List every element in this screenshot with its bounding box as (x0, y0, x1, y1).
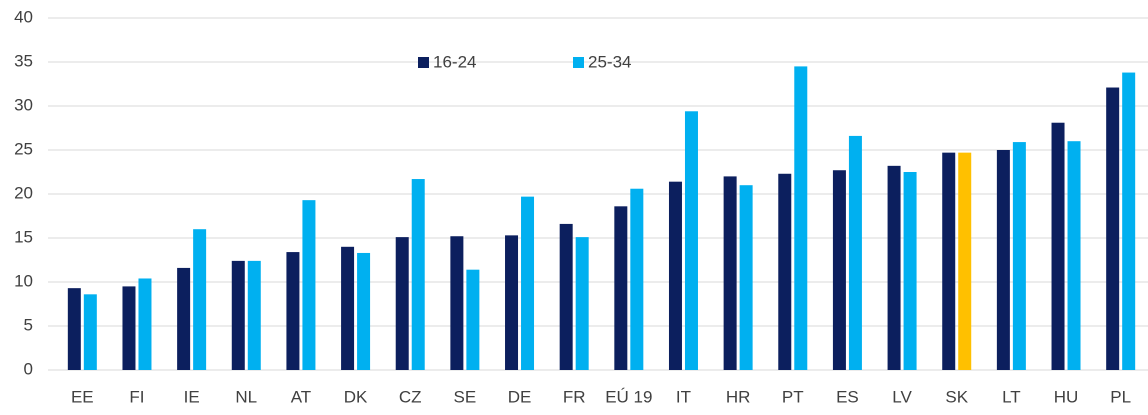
bar (411, 179, 425, 370)
x-tick-label: CZ (399, 387, 422, 406)
x-tick-label: IE (184, 387, 200, 406)
bar (942, 152, 956, 370)
legend-label: 16-24 (433, 52, 476, 71)
bar (357, 252, 371, 370)
bar (341, 246, 355, 370)
legend-swatch (418, 57, 429, 68)
bar (1122, 72, 1136, 370)
x-tick-label: SK (945, 387, 968, 406)
bar (395, 237, 409, 370)
x-tick-label: LV (892, 387, 912, 406)
y-tick-label: 0 (24, 359, 33, 378)
x-tick-label: DK (344, 387, 368, 406)
x-tick-label: IT (676, 387, 691, 406)
bar (958, 152, 972, 370)
bar (505, 235, 519, 370)
bar (794, 66, 808, 371)
bar (177, 267, 191, 370)
bar (668, 181, 682, 370)
bar (138, 278, 152, 370)
bar (302, 200, 316, 370)
y-tick-label: 20 (14, 183, 33, 202)
y-tick-label: 30 (14, 95, 33, 114)
bar (903, 172, 917, 370)
bar (684, 111, 698, 370)
y-tick-label: 15 (14, 227, 33, 246)
bar (286, 252, 300, 370)
bar (630, 188, 644, 370)
bar (1067, 141, 1081, 370)
bar (450, 236, 464, 370)
x-tick-label: FI (129, 387, 144, 406)
bar (848, 135, 862, 370)
x-tick-label: EE (71, 387, 94, 406)
bar (559, 223, 573, 370)
bar (887, 165, 901, 370)
bar (778, 173, 792, 370)
x-tick-label: HU (1054, 387, 1079, 406)
y-tick-label: 25 (14, 139, 33, 158)
x-tick-label: EÚ 19 (605, 387, 652, 406)
bar (466, 269, 480, 370)
bar (193, 229, 207, 370)
bar (231, 260, 245, 370)
x-tick-label: PL (1110, 387, 1131, 406)
x-tick-label: FR (563, 387, 586, 406)
bar (575, 237, 589, 370)
bar (996, 150, 1010, 370)
legend-label: 25-34 (588, 52, 631, 71)
x-tick-label: AT (291, 387, 311, 406)
bar (247, 260, 261, 370)
bar (122, 286, 136, 370)
bar (1012, 142, 1026, 370)
x-tick-label: ES (836, 387, 859, 406)
bar (1051, 122, 1065, 370)
bar (83, 294, 97, 370)
y-tick-label: 40 (14, 7, 33, 26)
bar (1106, 87, 1120, 371)
y-tick-label: 5 (24, 315, 33, 334)
bar (67, 288, 81, 370)
bar (832, 170, 846, 370)
x-tick-label: SE (454, 387, 477, 406)
y-tick-label: 35 (14, 51, 33, 70)
x-tick-label: LT (1002, 387, 1021, 406)
legend-swatch (573, 57, 584, 68)
bar (739, 185, 753, 370)
bar (521, 196, 535, 370)
y-tick-label: 10 (14, 271, 33, 290)
bar (614, 206, 628, 370)
x-tick-label: NL (235, 387, 257, 406)
x-tick-label: PT (782, 387, 804, 406)
bar (723, 176, 737, 370)
x-tick-label: DE (508, 387, 532, 406)
x-tick-label: HR (726, 387, 751, 406)
